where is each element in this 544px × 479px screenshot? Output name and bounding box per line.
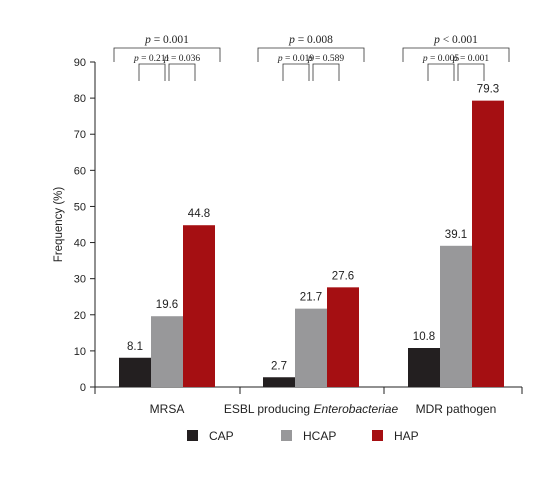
y-axis-label: Frequency (%): [53, 187, 65, 263]
p-symbol: p: [422, 54, 428, 64]
p-symbol: p: [288, 34, 295, 46]
p-value-overall: p < 0.001: [433, 34, 478, 46]
bracket-overall: [402, 47, 510, 62]
p-value-right: p = 0.589: [307, 54, 344, 64]
legend-swatch-hcap: [281, 430, 292, 441]
p-value: = 0.001: [458, 54, 490, 64]
p-value-right: p = 0.001: [452, 54, 489, 64]
bracket-overall: [113, 47, 221, 62]
legend-swatch-hap: [372, 430, 383, 441]
p-value-left: p = 0.019: [277, 54, 314, 64]
p-value-overall: p = 0.001: [144, 34, 189, 46]
bar-hap-0: [183, 225, 215, 387]
p-value: = 0.019: [283, 54, 315, 64]
y-tick-label: 20: [74, 310, 86, 322]
p-value-overall: p = 0.008: [288, 34, 333, 46]
y-tick-label: 40: [74, 238, 86, 250]
data-label: 8.1: [127, 341, 143, 353]
bracket-left: [138, 63, 166, 81]
category-text-italic: Enterobacteriae: [313, 402, 398, 416]
p-symbol: p: [433, 34, 440, 46]
p-symbol: p: [163, 54, 169, 64]
bar-hcap-1: [295, 308, 327, 387]
p-value: < 0.001: [440, 34, 478, 46]
axes: 0 10 20 30 40 50 60 70 80 90 Frequency (%) MRSA ESBL…: [53, 57, 523, 416]
y-tick-label: 30: [74, 274, 86, 286]
legend-swatch-cap: [187, 430, 198, 441]
p-symbol: p: [133, 54, 139, 64]
bracket-left: [282, 63, 310, 81]
category-text: MRSA: [150, 402, 185, 416]
p-value: = 0.005: [428, 54, 460, 64]
x-category-label: ESBL producing Enterobacteriae: [224, 402, 399, 416]
p-value-left: p = 0.005: [422, 54, 459, 64]
legend-label-cap: CAP: [209, 429, 234, 443]
p-symbol: p: [277, 54, 283, 64]
bar-hcap-2: [440, 245, 472, 387]
p-value: = 0.211: [139, 54, 170, 64]
bar-hcap-0: [151, 316, 183, 387]
p-value: = 0.008: [295, 34, 333, 46]
legend-label-hap: HAP: [394, 429, 419, 443]
data-label: 39.1: [445, 229, 467, 241]
data-label: 44.8: [188, 208, 210, 220]
bar-cap-0: [119, 357, 151, 387]
x-category-label: MDR pathogen: [416, 402, 497, 416]
y-tick-label: 60: [74, 165, 86, 177]
y-tick-label: 70: [74, 129, 86, 141]
bar-cap-1: [263, 377, 295, 387]
legend-label-hcap: HCAP: [303, 429, 336, 443]
p-symbol: p: [452, 54, 458, 64]
bracket-right: [312, 63, 340, 81]
bar-hap-1: [327, 287, 359, 387]
y-tick-label: 10: [74, 346, 86, 358]
data-label: 2.7: [271, 360, 287, 372]
x-category-label: MRSA: [150, 402, 185, 416]
p-symbol: p: [307, 54, 313, 64]
y-tick-label: 0: [80, 382, 86, 394]
bracket-right: [457, 63, 485, 81]
data-label: 10.8: [413, 331, 435, 343]
data-labels: 8.1 19.6 44.8 2.7 21.7 27.6 10.8 39.1 79.3: [127, 84, 499, 373]
bar-cap-2: [408, 348, 440, 387]
category-text: MDR pathogen: [416, 402, 497, 416]
bracket-overall: [257, 47, 365, 62]
p-value: = 0.589: [313, 54, 345, 64]
data-label: 79.3: [477, 84, 499, 96]
data-label: 27.6: [332, 270, 354, 282]
bars: [119, 100, 504, 387]
category-text: ESBL producing: [224, 402, 314, 416]
p-value-left: p = 0.211: [133, 54, 170, 64]
bracket-right: [168, 63, 196, 81]
data-label: 19.6: [156, 299, 178, 311]
p-value-right: p = 0.036: [163, 54, 200, 64]
y-tick-label: 50: [74, 201, 86, 213]
p-value: = 0.036: [169, 54, 201, 64]
bar-hap-2: [472, 100, 504, 387]
y-tick-label: 80: [74, 93, 86, 105]
data-label: 21.7: [300, 292, 322, 304]
y-tick-label: 90: [74, 57, 86, 69]
p-value: = 0.001: [151, 34, 189, 46]
legend: CAP HCAP HAP: [187, 429, 419, 443]
p-symbol: p: [144, 34, 151, 46]
bracket-left: [427, 63, 455, 81]
